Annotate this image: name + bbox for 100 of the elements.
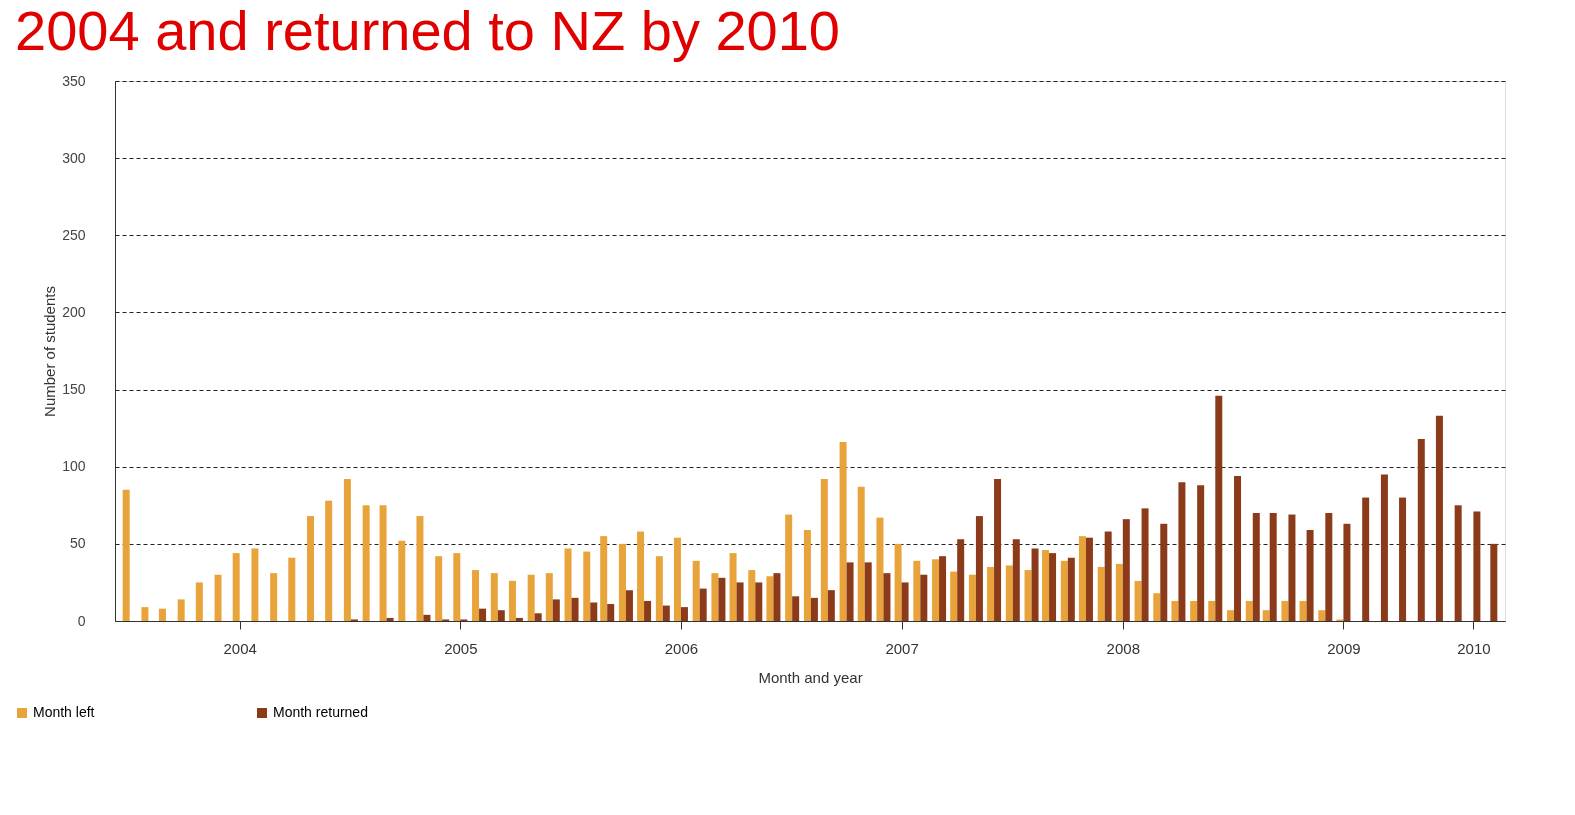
legend-label: Month returned xyxy=(273,704,368,720)
bar xyxy=(479,608,487,621)
bar xyxy=(1097,567,1105,621)
bar xyxy=(497,610,505,621)
x-axis-title: Month and year xyxy=(758,668,863,686)
bar xyxy=(1042,550,1050,621)
bar xyxy=(416,516,424,621)
bar xyxy=(748,570,756,621)
bar xyxy=(883,573,891,621)
bar xyxy=(1362,497,1370,621)
bar xyxy=(552,599,560,621)
bar xyxy=(637,531,645,621)
bar xyxy=(343,479,351,621)
bar xyxy=(158,608,166,621)
bar xyxy=(1024,570,1032,621)
bar xyxy=(975,516,983,621)
bar xyxy=(1067,557,1075,621)
bar xyxy=(270,573,278,621)
bar xyxy=(1288,514,1296,621)
bar xyxy=(534,613,542,621)
bar xyxy=(214,574,222,621)
bar xyxy=(1104,531,1112,621)
bar xyxy=(545,573,553,621)
bar xyxy=(1208,600,1216,621)
bar xyxy=(122,489,130,621)
bar xyxy=(435,556,443,621)
bar xyxy=(583,551,591,621)
bar xyxy=(453,553,461,621)
bar xyxy=(362,505,370,621)
bar xyxy=(1085,537,1093,621)
bar xyxy=(773,573,781,621)
bar xyxy=(718,577,726,621)
bar xyxy=(785,514,793,621)
x-tick-label: 2004 xyxy=(223,639,257,657)
bar xyxy=(644,600,652,621)
y-tick-label: 150 xyxy=(62,381,86,398)
bar xyxy=(1031,548,1039,621)
bar xyxy=(423,614,431,621)
bar xyxy=(810,597,818,621)
bar xyxy=(987,567,995,621)
bar xyxy=(1171,600,1179,621)
bar xyxy=(288,557,296,621)
bar xyxy=(618,543,626,621)
bar xyxy=(1454,505,1462,621)
bar xyxy=(1049,553,1057,621)
bar xyxy=(755,582,763,621)
bar xyxy=(939,556,947,621)
bar xyxy=(141,607,149,621)
bar xyxy=(1399,497,1407,621)
bar xyxy=(379,505,387,621)
x-tick-label: 2006 xyxy=(664,639,699,657)
bar xyxy=(1005,565,1013,621)
legend-label: Month left xyxy=(33,704,95,720)
bar xyxy=(876,517,884,621)
bar xyxy=(232,553,240,621)
bar xyxy=(1134,580,1142,621)
bar xyxy=(1115,563,1123,621)
bar xyxy=(827,590,835,621)
bar xyxy=(655,556,663,621)
bar xyxy=(1281,600,1289,621)
bar xyxy=(472,570,480,621)
bar xyxy=(386,617,394,621)
bar xyxy=(662,605,670,621)
bar xyxy=(1306,529,1314,621)
bar xyxy=(1269,513,1277,621)
bar xyxy=(1215,395,1223,621)
bar xyxy=(1435,415,1443,621)
bar xyxy=(571,597,579,621)
bar xyxy=(564,548,572,621)
x-tick-label: 2009 xyxy=(1327,639,1361,657)
bar xyxy=(600,536,608,621)
bar xyxy=(325,500,333,621)
y-tick-label: 350 xyxy=(62,72,86,89)
y-tick-label: 50 xyxy=(69,535,86,552)
chart-title: 2004 and returned to NZ by 2010 xyxy=(15,0,841,62)
bar xyxy=(1141,508,1149,621)
y-tick-label: 0 xyxy=(77,612,86,629)
bar xyxy=(1417,438,1425,621)
bar xyxy=(508,580,516,621)
y-axis-title: Number of students xyxy=(41,286,59,417)
bar xyxy=(490,573,498,621)
bar xyxy=(857,486,865,621)
bar xyxy=(766,576,774,621)
bar xyxy=(1160,523,1168,621)
bar xyxy=(792,596,800,621)
bar xyxy=(607,604,615,621)
bar xyxy=(1227,610,1235,621)
bar xyxy=(195,582,203,621)
x-tick-label: 2008 xyxy=(1106,639,1140,657)
bar xyxy=(864,562,872,621)
y-tick-label: 300 xyxy=(62,149,86,166)
bar xyxy=(820,479,828,621)
bar xyxy=(1262,610,1270,621)
x-tick-label: 2005 xyxy=(444,639,478,657)
bar xyxy=(957,539,965,621)
bar xyxy=(1234,475,1242,621)
x-tick-label: 2010 xyxy=(1457,639,1491,657)
y-tick-label: 250 xyxy=(62,226,86,243)
bar xyxy=(920,574,928,621)
bar xyxy=(1153,593,1161,621)
